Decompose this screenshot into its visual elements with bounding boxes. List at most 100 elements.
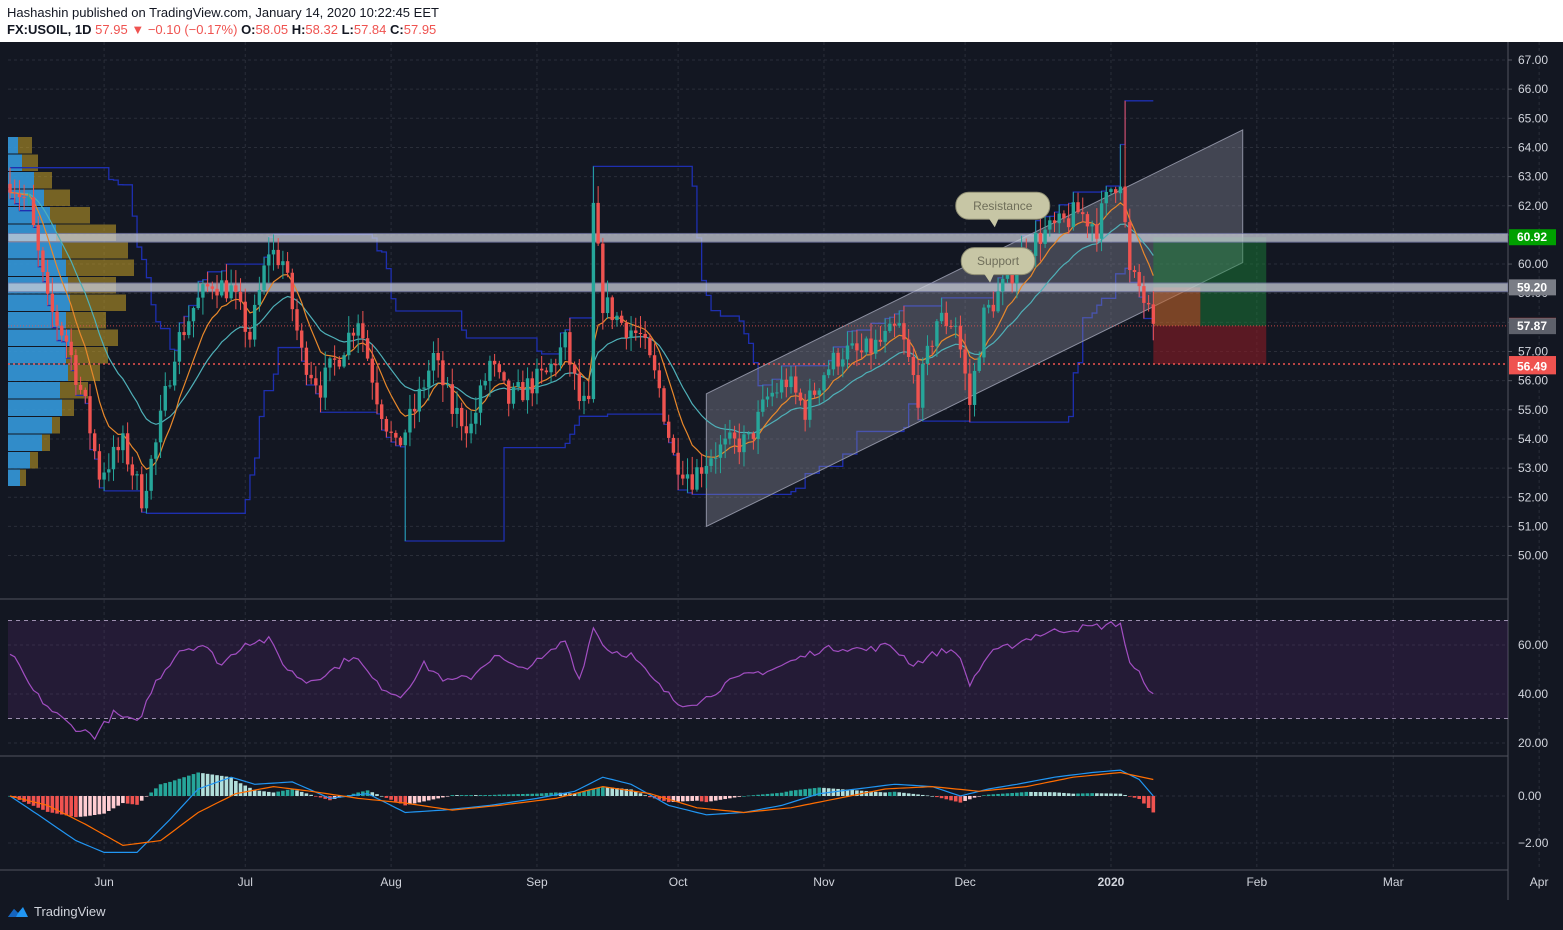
candle-body — [31, 197, 36, 226]
candle — [1052, 212, 1057, 233]
candle — [1137, 264, 1141, 298]
candle — [1095, 208, 1099, 252]
candle — [1038, 216, 1043, 262]
candle — [817, 388, 821, 404]
candle — [234, 270, 238, 310]
candle — [681, 460, 685, 486]
rsi-tick-label: 40.00 — [1518, 687, 1548, 701]
chart-svg[interactable]: Resistance Support 67.00 66.00 65.00 64.00 63.… — [0, 42, 1563, 900]
candle-body — [855, 343, 859, 351]
macd-histogram-bar — [1057, 792, 1062, 796]
macd-histogram-bar — [850, 790, 854, 796]
macd-histogram-bar — [431, 796, 436, 800]
volume-profile-bar-blue — [8, 312, 66, 329]
price-label-text: 60.92 — [1517, 230, 1547, 244]
macd-histogram-bar — [224, 776, 229, 796]
candle-body — [1123, 186, 1127, 223]
candle — [1128, 208, 1132, 283]
candle — [746, 431, 751, 440]
candle — [798, 388, 803, 406]
macd-histogram-bar — [1005, 793, 1010, 796]
price-label-box — [1509, 358, 1556, 375]
candle — [267, 237, 271, 283]
macd-histogram-bar — [464, 795, 469, 796]
candle — [1123, 100, 1127, 228]
macd-histogram-bar — [478, 795, 483, 796]
macd-histogram-bar — [1029, 791, 1033, 796]
macd-histogram-bar — [394, 796, 398, 802]
time-tick-label: Feb — [1246, 875, 1267, 889]
candle — [27, 192, 31, 206]
candle — [648, 333, 652, 358]
macd-histogram-bar — [459, 795, 464, 796]
candle — [88, 384, 92, 450]
candle — [1081, 197, 1085, 223]
candle-body — [662, 388, 666, 422]
macd-histogram-bar — [685, 796, 690, 802]
candle — [831, 346, 836, 376]
macd-histogram-bar — [873, 791, 878, 796]
candle — [864, 336, 869, 356]
candle — [836, 348, 840, 376]
time-axis: Jun Jul Aug Sep Oct Nov Dec 2020 Feb Mar Apr — [94, 875, 1548, 889]
candle — [629, 316, 633, 352]
candle — [808, 378, 812, 428]
chart-area[interactable]: Resistance Support 67.00 66.00 65.00 64.00 63.… — [0, 42, 1563, 900]
candle — [770, 379, 774, 407]
candle — [17, 180, 22, 211]
candle-body — [765, 396, 770, 400]
candle — [695, 458, 699, 492]
symbol-label[interactable]: FX:USOIL, 1D — [7, 22, 92, 37]
macd-histogram-bar — [210, 774, 215, 796]
macd-histogram-bar — [1099, 793, 1104, 796]
macd-histogram-bar — [671, 796, 676, 802]
macd-histogram-bar — [986, 794, 991, 796]
candle-body — [130, 464, 135, 476]
candle-body — [916, 375, 920, 408]
macd-histogram-bar — [723, 796, 727, 800]
macd-histogram-bar — [1076, 793, 1080, 796]
candle — [671, 434, 676, 456]
candle-body — [422, 387, 426, 389]
candle-body — [394, 432, 398, 438]
macd-histogram-bar — [939, 796, 944, 799]
candle — [8, 167, 12, 199]
candle — [902, 305, 906, 355]
candle-body — [539, 368, 544, 371]
candle-body — [74, 355, 78, 385]
support-zone — [8, 282, 1508, 293]
candle — [295, 298, 299, 341]
tradingview-brand[interactable]: TradingView — [7, 904, 106, 919]
macd-histogram-bar — [897, 792, 902, 796]
candle — [158, 394, 163, 458]
candle-body — [1043, 229, 1047, 244]
candle — [568, 317, 572, 377]
candle-body — [1052, 220, 1057, 224]
candle-body — [826, 369, 831, 376]
candle — [845, 331, 850, 369]
candle — [252, 294, 257, 347]
candle-body — [902, 323, 906, 340]
candle — [285, 252, 290, 278]
candle-body — [356, 323, 360, 336]
candle-body — [172, 361, 177, 386]
macd-histogram-bar — [1062, 792, 1066, 796]
macd-histogram-bar — [610, 787, 615, 796]
macd-histogram-bar — [935, 796, 939, 798]
candle-body — [102, 472, 106, 480]
candle-body — [281, 261, 285, 266]
candle-body — [648, 337, 652, 356]
candle — [996, 277, 1000, 314]
candle — [968, 358, 972, 423]
candle-body — [624, 322, 629, 338]
candle — [737, 423, 741, 465]
macd-histogram-bar — [74, 796, 78, 818]
last-price: 57.95 — [95, 22, 128, 37]
price-label-box — [1509, 318, 1556, 335]
candle-body — [1095, 224, 1099, 239]
candle — [662, 385, 666, 425]
candle-body — [229, 285, 233, 299]
candle-body — [704, 465, 709, 474]
candle — [511, 382, 516, 409]
candle-body — [972, 370, 977, 405]
